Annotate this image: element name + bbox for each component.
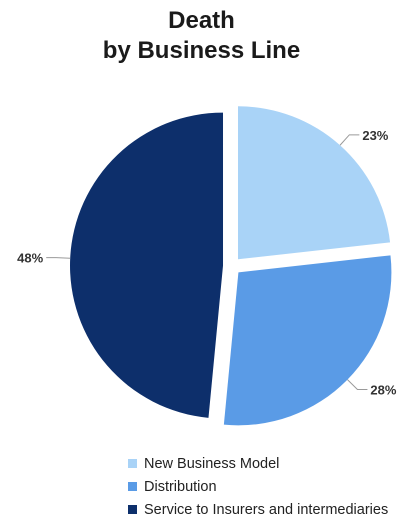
slice-value-label: 28% (370, 382, 396, 397)
legend-swatch (128, 482, 137, 491)
legend-item-service-to-insurers: Service to Insurers and intermediaries (128, 498, 388, 521)
slice-value-label: 48% (17, 251, 43, 266)
chart-title: Death (168, 7, 235, 34)
legend-swatch (128, 459, 137, 468)
legend-label: New Business Model (144, 455, 280, 472)
chart-legend: New Business Model Distribution Service … (128, 452, 388, 521)
slice-value-label: 23% (362, 128, 388, 143)
leader-line (339, 134, 360, 146)
legend-label: Service to Insurers and intermediaries (144, 501, 389, 518)
pie-slice (238, 106, 391, 260)
leader-line (347, 379, 368, 390)
leader-line (46, 257, 71, 259)
legend-item-distribution: Distribution (128, 475, 388, 498)
legend-item-new-business-model: New Business Model (128, 452, 388, 475)
legend-swatch (128, 505, 137, 514)
pie-slice (223, 255, 392, 426)
chart-subtitle: by Business Line (102, 37, 301, 64)
legend-label: Distribution (144, 478, 217, 495)
pie-slice (70, 112, 224, 418)
